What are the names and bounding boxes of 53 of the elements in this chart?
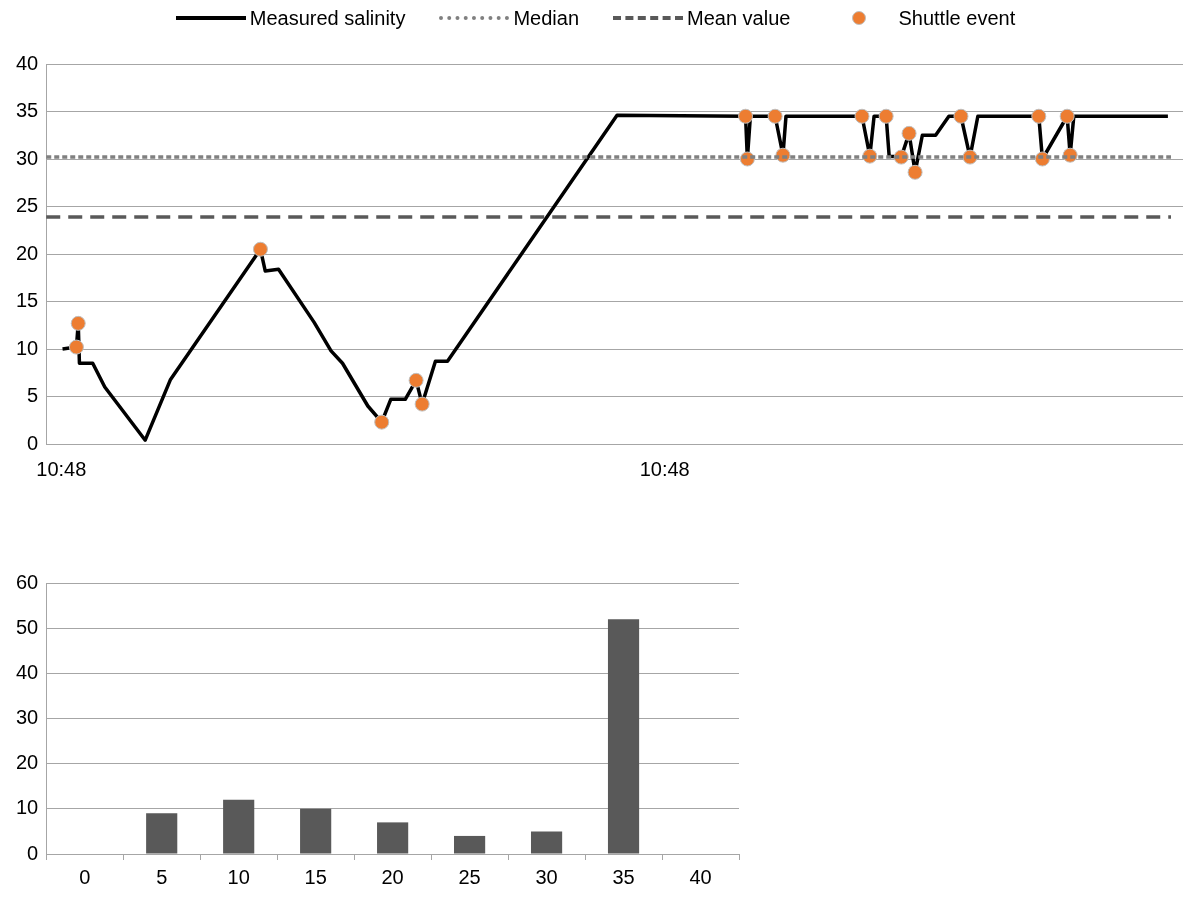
x-tick-label: 10:48 [36, 457, 87, 480]
point [878, 108, 894, 124]
y-tick-label: 40 [16, 51, 39, 74]
y-tick-label: 10 [16, 796, 39, 819]
x-tick-label: 35 [612, 865, 635, 888]
x-tick-label: 0 [79, 865, 91, 888]
y-tick-label: 10 [16, 336, 39, 359]
point [68, 339, 84, 355]
y-tick-label: 20 [16, 241, 39, 264]
bar [223, 799, 255, 854]
point [70, 315, 86, 331]
point [1031, 108, 1047, 124]
bar [377, 822, 409, 854]
legend-label: Mean value [687, 6, 791, 30]
point [1059, 108, 1075, 124]
y-tick-label: 0 [27, 841, 39, 864]
point [907, 164, 923, 180]
point [738, 108, 754, 124]
x-tick-label: 40 [689, 865, 712, 888]
bar [454, 835, 486, 854]
bar [607, 619, 640, 854]
y-tick-label: 30 [16, 706, 39, 729]
y-tick-label: 40 [16, 660, 39, 683]
y-tick-label: 25 [16, 194, 39, 217]
y-tick-label: 0 [27, 431, 39, 454]
x-tick-label: 10:48 [639, 457, 690, 480]
legend-label: Shuttle event [898, 6, 1016, 30]
point [374, 414, 390, 430]
x-tick-label: 25 [458, 865, 481, 888]
x-tick-label: 5 [156, 865, 168, 888]
bar [146, 813, 178, 854]
x-tick-label: 15 [304, 865, 327, 888]
point [252, 241, 268, 257]
y-tick-label: 5 [27, 384, 39, 407]
x-tick-label: 10 [227, 865, 250, 888]
point [414, 396, 430, 412]
point [854, 108, 870, 124]
point [767, 108, 783, 124]
point [408, 372, 424, 388]
y-tick-label: 50 [16, 615, 39, 638]
y-tick-label: 35 [16, 99, 39, 122]
y-tick-label: 20 [16, 751, 39, 774]
point [901, 125, 917, 141]
x-tick-label: 30 [535, 865, 558, 888]
bar [300, 808, 332, 854]
bar [530, 831, 563, 854]
legend-label: Measured salinity [249, 6, 406, 30]
y-tick-label: 60 [16, 570, 39, 593]
legend-label: Median [513, 6, 580, 30]
x-tick-label: 20 [381, 865, 404, 888]
y-tick-label: 15 [16, 289, 39, 312]
point [953, 108, 969, 124]
y-tick-label: 30 [16, 146, 39, 169]
